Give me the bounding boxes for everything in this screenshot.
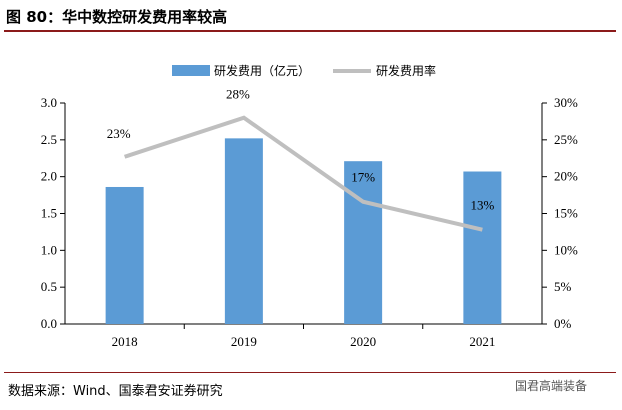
left-tick-label: 1.0	[41, 242, 57, 257]
rate-label-2021: 13%	[470, 198, 494, 213]
bar-2020	[344, 161, 383, 324]
right-tick-label: 20%	[554, 169, 578, 184]
chart-title: 图 80：华中数控研发费用率较高	[6, 8, 228, 26]
legend-bar-swatch	[172, 65, 210, 76]
rate-label-2020: 17%	[351, 170, 375, 185]
x-tick-label: 2019	[231, 334, 257, 349]
left-tick-label: 1.5	[41, 206, 57, 221]
rate-label-2018: 23%	[107, 126, 131, 141]
footer-divider	[4, 372, 616, 373]
right-tick-label: 15%	[554, 206, 578, 221]
right-tick-label: 30%	[554, 95, 578, 110]
x-tick-label: 2018	[112, 334, 138, 349]
right-tick-label: 0%	[554, 316, 572, 331]
left-tick-label: 2.5	[41, 132, 57, 147]
x-tick-label: 2021	[469, 334, 495, 349]
bar-2019	[224, 138, 263, 324]
x-tick-label: 2020	[350, 334, 376, 349]
right-tick-label: 10%	[554, 242, 578, 257]
bar-2021	[463, 171, 502, 324]
right-tick-label: 25%	[554, 132, 578, 147]
left-tick-label: 0.5	[41, 279, 57, 294]
rate-label-2019: 28%	[226, 87, 250, 102]
source-note: 数据来源：Wind、国泰君安证券研究	[8, 384, 223, 399]
watermark: 国君高端装备	[515, 379, 588, 393]
rate-line	[124, 115, 483, 232]
legend-line-label: 研发费用率	[376, 63, 436, 78]
bar-2018	[105, 186, 144, 324]
right-tick-label: 5%	[554, 279, 572, 294]
left-tick-label: 0.0	[41, 316, 57, 331]
title-divider	[4, 30, 616, 32]
left-tick-label: 2.0	[41, 169, 57, 184]
left-tick-label: 3.0	[41, 95, 57, 110]
legend-bar-label: 研发费用（亿元）	[214, 63, 310, 78]
